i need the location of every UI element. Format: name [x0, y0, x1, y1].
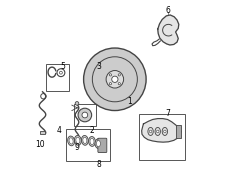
Circle shape — [84, 48, 146, 111]
Circle shape — [75, 102, 79, 105]
Circle shape — [109, 83, 112, 85]
Ellipse shape — [155, 127, 160, 136]
Ellipse shape — [68, 136, 75, 146]
Circle shape — [78, 108, 92, 122]
Bar — [66, 129, 110, 161]
Circle shape — [112, 76, 118, 82]
Circle shape — [118, 74, 120, 76]
Ellipse shape — [90, 138, 94, 145]
Polygon shape — [142, 119, 181, 142]
Text: 10: 10 — [35, 140, 45, 149]
Ellipse shape — [148, 127, 153, 136]
Circle shape — [92, 57, 137, 102]
Text: 3: 3 — [96, 62, 101, 71]
Circle shape — [118, 83, 120, 85]
Circle shape — [164, 130, 166, 133]
Text: 7: 7 — [165, 109, 170, 118]
Circle shape — [106, 71, 124, 88]
Text: 8: 8 — [96, 160, 101, 169]
Text: 6: 6 — [165, 6, 170, 15]
Ellipse shape — [162, 127, 168, 136]
Ellipse shape — [81, 136, 88, 145]
Ellipse shape — [76, 137, 80, 143]
Bar — [139, 114, 185, 160]
Bar — [40, 131, 45, 134]
FancyBboxPatch shape — [98, 138, 107, 152]
Circle shape — [109, 74, 112, 76]
Ellipse shape — [69, 138, 73, 144]
Ellipse shape — [89, 137, 95, 146]
Text: 4: 4 — [56, 126, 61, 135]
Polygon shape — [158, 15, 179, 45]
Bar — [176, 125, 181, 138]
Text: 9: 9 — [75, 143, 80, 152]
Bar — [46, 64, 69, 91]
Text: 5: 5 — [60, 62, 65, 71]
Bar — [74, 104, 96, 126]
Circle shape — [82, 112, 88, 118]
Circle shape — [156, 130, 159, 133]
Text: 1: 1 — [128, 97, 132, 106]
Ellipse shape — [96, 140, 100, 147]
Circle shape — [149, 130, 152, 133]
Ellipse shape — [95, 139, 102, 148]
Ellipse shape — [74, 136, 81, 145]
Ellipse shape — [83, 137, 87, 143]
Text: 2: 2 — [89, 126, 94, 135]
